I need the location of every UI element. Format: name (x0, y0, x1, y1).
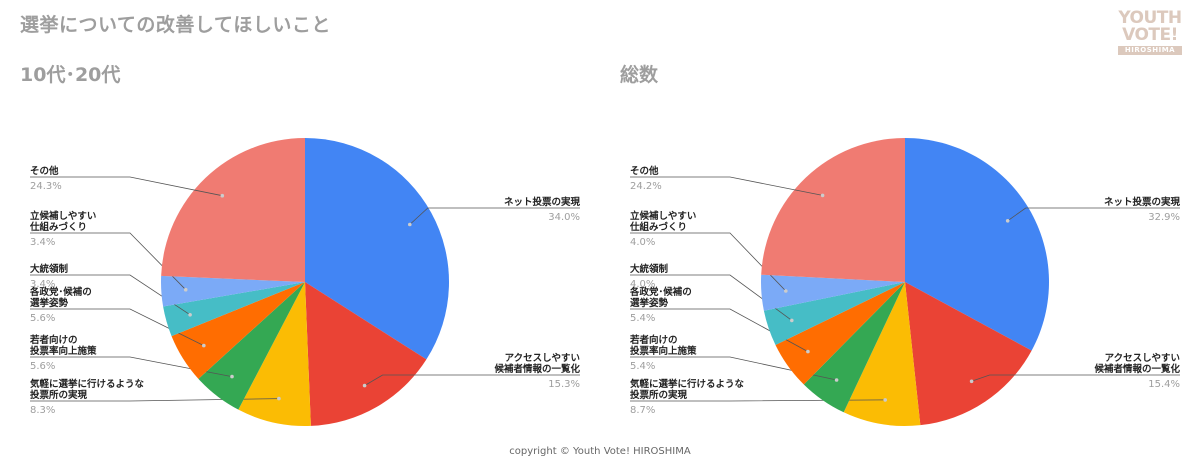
slice-percent-label: 3.4% (30, 279, 55, 290)
pie-slice (843, 282, 921, 427)
slice-label: 投票所の実現 (30, 389, 88, 401)
slice-label: 大統領制 (630, 263, 669, 275)
slice-percent-label: 4.0% (630, 279, 655, 290)
leader-dot (969, 379, 974, 384)
pie-slice (163, 282, 305, 337)
slice-label: 投票率向上施策 (630, 345, 697, 357)
slice-label: 各政党･候補の (629, 286, 692, 298)
slice-label: 若者向けの (29, 334, 78, 346)
slice-label: ネット投票の実現 (1104, 196, 1181, 208)
pie-slice (761, 138, 905, 282)
leader-line (30, 308, 204, 346)
pie-slice (905, 138, 1049, 351)
leader-dot (230, 374, 234, 379)
slice-percent-label: 8.7% (630, 405, 655, 416)
slice-label: 選挙姿勢 (630, 297, 669, 309)
leader-dot (883, 398, 887, 402)
slice-percent-label: 34.0% (548, 212, 580, 223)
slice-percent-label: 15.3% (548, 379, 580, 390)
copyright-text: copyright © Youth Vote! HIROSHIMA (509, 446, 691, 457)
slice-label: アクセスしやすい (505, 353, 580, 364)
leader-dot (277, 396, 281, 401)
logo-line-1: YOUTH (1118, 8, 1182, 28)
slice-label: その他 (30, 165, 59, 177)
leader-dot (362, 383, 367, 388)
leader-line (409, 207, 580, 225)
pie-slice (760, 274, 905, 311)
slice-label: 立候補しやすい (30, 210, 96, 222)
leader-dot (408, 222, 412, 227)
page-title: 選挙についての改善してほしいこと (20, 14, 331, 36)
slice-label: 気軽に選挙に行けるような (30, 378, 145, 390)
pie-slice (161, 138, 305, 282)
pie-slice (803, 282, 905, 413)
slice-label: 立候補しやすい (630, 210, 696, 222)
slice-label: ネット投票の実現 (504, 196, 581, 208)
slice-label: 大統領制 (30, 263, 69, 275)
pie-slice (171, 282, 305, 379)
pie-slice (161, 275, 305, 307)
slice-label: 仕組みづくり (29, 221, 87, 233)
leader-line (630, 176, 823, 196)
leader-dot (202, 343, 206, 348)
slice-label: 選挙姿勢 (30, 297, 69, 309)
slice-percent-label: 5.4% (630, 361, 655, 372)
slice-percent-label: 15.4% (1148, 379, 1180, 390)
pie-slice (238, 282, 311, 427)
slice-label: その他 (630, 165, 659, 177)
slice-label: 投票所の実現 (630, 389, 688, 401)
slice-label: 候補者情報の一覧化 (494, 363, 580, 375)
slice-label: 投票率向上施策 (30, 345, 97, 357)
pie-slice (905, 282, 1032, 426)
slice-percent-label: 5.6% (30, 361, 55, 372)
slice-percent-label: 24.3% (30, 181, 62, 192)
slice-label: 仕組みづくり (629, 221, 687, 233)
pie-slice (305, 282, 427, 426)
pie-slice (775, 282, 905, 385)
logo-line-2: VOTE! (1122, 25, 1178, 45)
leader-line (1007, 207, 1180, 222)
pie-slice (305, 138, 450, 360)
slice-percent-label: 24.2% (630, 181, 662, 192)
slice-percent-label: 32.9% (1148, 212, 1180, 223)
youth-vote-logo: YOUTH VOTE! HIROSHIMA (1118, 8, 1182, 55)
pie-slice (763, 282, 905, 345)
leader-dot (1005, 219, 1010, 223)
leader-line (364, 374, 580, 386)
slice-label: 各政党･候補の (29, 286, 92, 298)
slice-percent-label: 4.0% (630, 237, 655, 248)
slice-label: 気軽に選挙に行けるような (630, 378, 745, 390)
slice-label: アクセスしやすい (1105, 353, 1180, 364)
leader-dot (834, 378, 839, 382)
slice-percent-label: 8.3% (30, 405, 55, 416)
chart-title-total: 総数 (620, 64, 659, 86)
leader-dot (806, 349, 810, 354)
leader-dot (188, 313, 192, 317)
leader-dot (820, 193, 825, 198)
slice-percent-label: 3.4% (30, 237, 55, 248)
logo-line-3: HIROSHIMA (1118, 46, 1182, 55)
slice-percent-label: 5.6% (30, 313, 55, 324)
leader-dot (220, 193, 225, 198)
pie-slice (198, 282, 305, 410)
leader-line (971, 374, 1180, 382)
leader-dot (784, 289, 788, 293)
leader-line (30, 176, 223, 197)
chart-title-youth: 10代･20代 (20, 64, 121, 86)
slice-percent-label: 5.4% (630, 313, 655, 324)
slice-label: 候補者情報の一覧化 (1094, 363, 1180, 375)
slice-label: 若者向けの (629, 334, 678, 346)
leader-dot (790, 318, 794, 323)
leader-dot (183, 287, 188, 292)
